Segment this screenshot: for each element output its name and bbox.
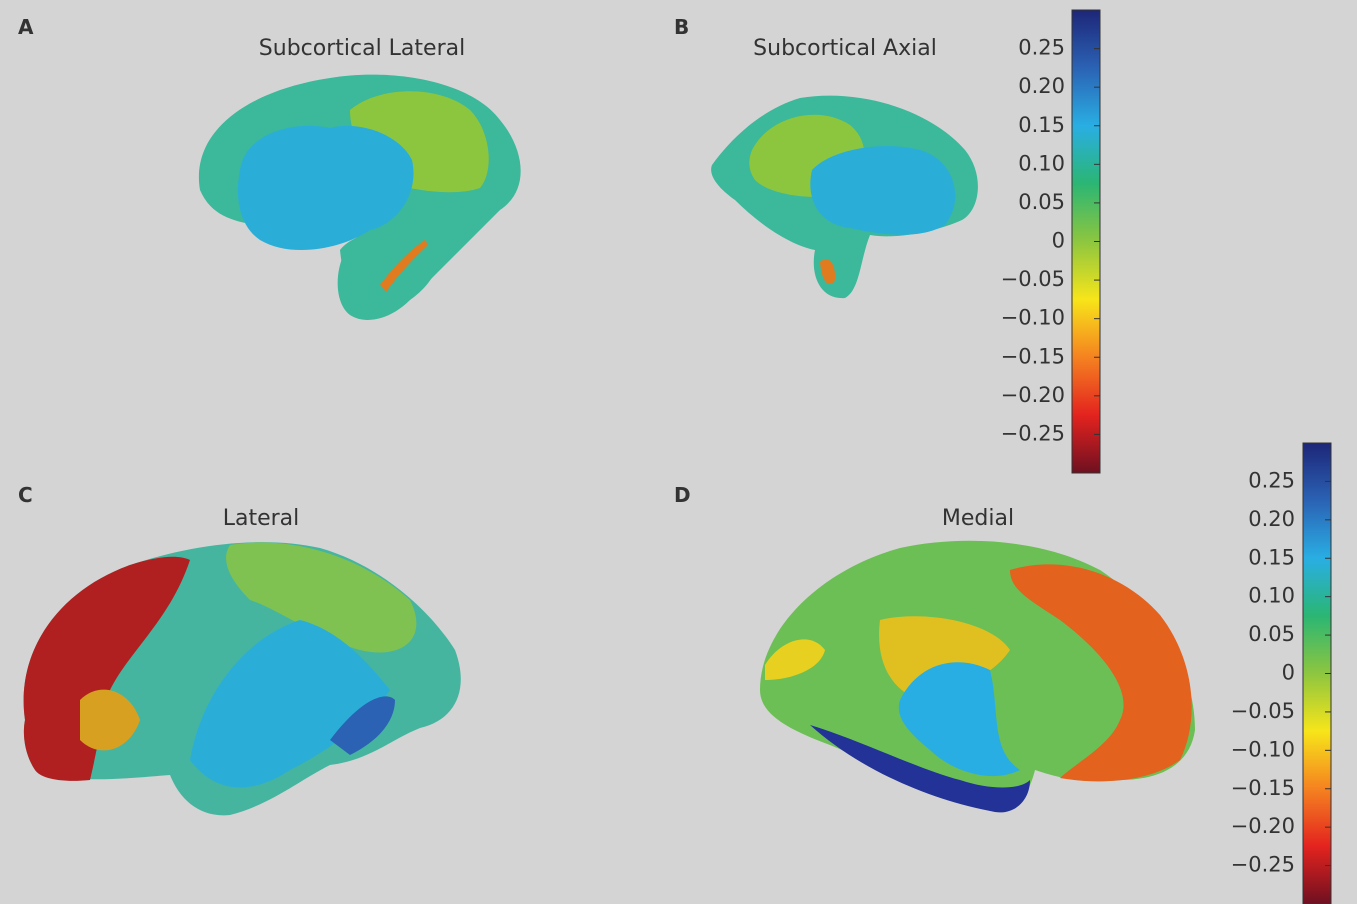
panel-title: Medial [942,506,1014,531]
tick-label: −0.10 [1231,737,1295,761]
tick-label: −0.15 [1231,776,1295,800]
tick-label: −0.20 [1001,383,1065,407]
tick-label: −0.25 [1231,853,1295,877]
panel-letter: A [18,15,34,39]
tick-label: −0.25 [1001,421,1065,445]
tick-label: 0.10 [1018,151,1065,175]
tick-label: 0.25 [1248,468,1295,492]
tick-label: 0.15 [1248,545,1295,569]
tick-label: 0.15 [1018,113,1065,137]
tick-label: 0.05 [1248,622,1295,646]
tick-label: −0.20 [1231,814,1295,838]
tick-label: 0.10 [1248,584,1295,608]
panel-title: Subcortical Axial [753,36,937,61]
tick-label: −0.05 [1231,699,1295,723]
tick-label: 0.05 [1018,190,1065,214]
tick-label: 0.20 [1018,74,1065,98]
tick-label: 0 [1052,229,1065,253]
panel-letter: C [18,483,33,507]
panel-letter: B [674,15,689,39]
panel-letter: D [674,483,691,507]
tick-label: −0.10 [1001,306,1065,330]
tick-label: 0 [1282,661,1295,685]
tick-label: −0.15 [1001,344,1065,368]
tick-label: 0.25 [1018,36,1065,60]
figure: A Subcortical Lateral B Subcortical Axia… [0,0,1357,904]
tick-label: −0.05 [1001,267,1065,291]
panel-title: Subcortical Lateral [259,36,465,61]
panel-title: Lateral [223,506,300,531]
tick-label: 0.20 [1248,507,1295,531]
